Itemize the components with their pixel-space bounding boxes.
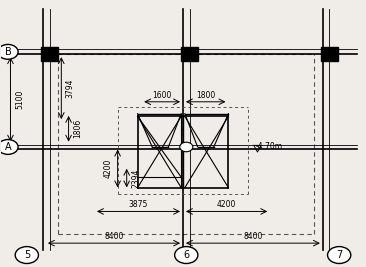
Text: 4200: 4200 [104,159,113,178]
Circle shape [15,247,38,264]
Circle shape [0,140,18,154]
Text: 8400: 8400 [243,232,263,241]
Text: 1800: 1800 [196,91,215,100]
Text: 4200: 4200 [217,200,236,209]
Text: 1806: 1806 [73,119,82,138]
Text: 5100: 5100 [15,90,24,109]
Text: 8400: 8400 [104,232,124,241]
Circle shape [0,45,18,59]
Text: 1600: 1600 [152,91,172,100]
Text: -4.70m: -4.70m [255,142,283,151]
Bar [41,47,58,61]
Bar [321,47,338,61]
Circle shape [175,247,198,264]
Circle shape [180,142,193,152]
Text: 2394: 2394 [131,168,140,188]
Text: B: B [4,47,11,57]
Bar [181,47,198,61]
Circle shape [328,247,351,264]
Text: A: A [5,142,11,152]
Text: 3875: 3875 [129,200,148,209]
Text: 5: 5 [24,250,30,260]
Text: 6: 6 [183,250,189,260]
Text: 7: 7 [336,250,342,260]
Text: 3794: 3794 [66,78,75,98]
